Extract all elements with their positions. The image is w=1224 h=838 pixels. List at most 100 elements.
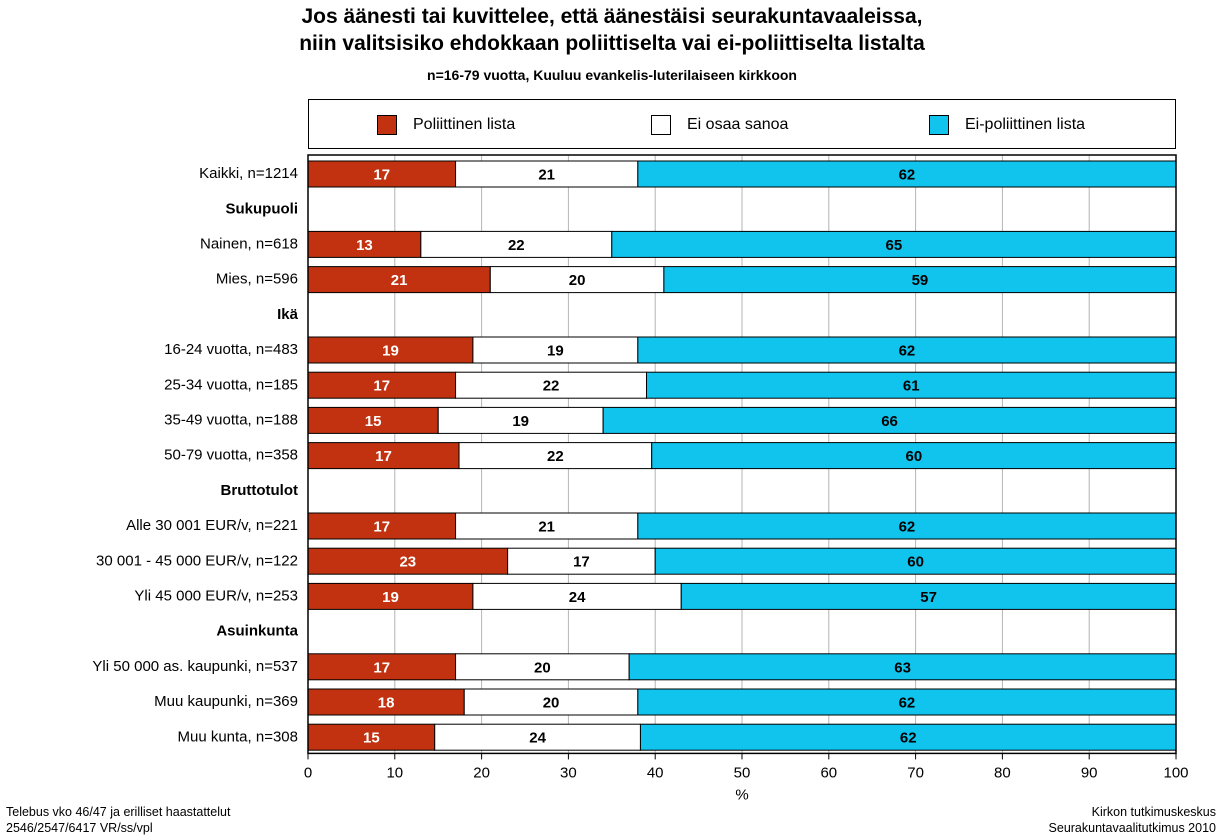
category-label: Muu kaupunki, n=369: [154, 693, 298, 710]
bar-segment: [307, 230, 422, 258]
data-label: 15: [365, 413, 382, 430]
data-label: 62: [900, 730, 917, 747]
data-label: 22: [547, 448, 564, 465]
category-label: Mies, n=596: [216, 271, 298, 288]
group-header-label: Ikä: [277, 306, 299, 323]
data-label: 18: [378, 695, 395, 712]
bar-segment: [463, 688, 639, 716]
legend-item-ei-osaa: Ei osaa sanoa: [651, 114, 788, 136]
category-label: 35-49 vuotta, n=188: [164, 412, 298, 429]
footer-source: Telebus vko 46/47 ja erilliset haastatte…: [6, 804, 230, 836]
bar-segment: [455, 160, 639, 188]
data-label: 24: [529, 730, 546, 747]
data-label: 60: [906, 448, 923, 465]
bar-segment: [307, 336, 474, 364]
data-label: 63: [894, 659, 911, 676]
x-tick-label: 70: [907, 764, 924, 781]
footer-source-line-1: Telebus vko 46/47 ja erilliset haastatte…: [6, 805, 231, 819]
x-tick-label: 50: [734, 764, 751, 781]
legend-label-poliittinen: Poliittinen lista: [413, 116, 516, 133]
legend-label-ei-poliittinen: Ei-poliittinen lista: [965, 116, 1086, 133]
bar-segment: [602, 406, 1177, 434]
category-label: Kaikki, n=1214: [199, 165, 298, 182]
bar-segment: [434, 723, 641, 751]
data-label: 21: [391, 272, 408, 289]
x-axis-label: %: [735, 786, 748, 803]
data-label: 17: [373, 659, 390, 676]
data-label: 66: [881, 413, 898, 430]
data-label: 61: [903, 378, 920, 395]
x-tick-label: 10: [386, 764, 403, 781]
bar-segment: [307, 512, 457, 540]
x-tick-label: 20: [473, 764, 490, 781]
bar-segment: [472, 582, 682, 610]
bar-segment: [307, 442, 460, 470]
data-label: 17: [373, 167, 390, 184]
group-header-label: Sukupuoli: [226, 200, 299, 217]
bar-segment: [611, 230, 1177, 258]
data-label: 15: [363, 730, 380, 747]
bar-segment: [307, 406, 439, 434]
x-tick-label: 80: [994, 764, 1011, 781]
data-label: 23: [399, 554, 416, 571]
bar-segment: [307, 582, 474, 610]
chart-subtitle: n=16-79 vuotta, Kuuluu evankelis-luteril…: [427, 67, 797, 83]
legend-label-ei-osaa: Ei osaa sanoa: [687, 116, 789, 133]
chart-title-line-2: niin valitsisiko ehdokkaan poliittiselta…: [299, 32, 925, 55]
chart-legend: Poliittinen lista Ei osaa sanoa Ei-polii…: [308, 99, 1176, 149]
footer-credit-line-1: Kirkon tutkimuskeskus: [1091, 805, 1216, 819]
data-label: 17: [375, 448, 392, 465]
legend-item-ei-poliittinen: Ei-poliittinen lista: [929, 114, 1085, 136]
bar-segment: [472, 336, 639, 364]
bar-segment: [307, 371, 457, 399]
data-label: 19: [382, 343, 399, 360]
category-label: 30 001 - 45 000 EUR/v, n=122: [96, 552, 298, 569]
data-label: 65: [886, 237, 903, 254]
data-label: 62: [899, 167, 916, 184]
data-label: 62: [899, 695, 916, 712]
data-label: 20: [569, 272, 586, 289]
legend-item-poliittinen: Poliittinen lista: [377, 114, 515, 136]
category-label: 50-79 vuotta, n=358: [164, 447, 298, 464]
x-tick-label: 30: [560, 764, 577, 781]
category-label: Nainen, n=618: [200, 236, 298, 253]
group-header-label: Bruttotulot: [221, 482, 298, 499]
data-label: 17: [373, 519, 390, 536]
data-label: 22: [508, 237, 525, 254]
footer-credit-line-2: Seurakuntavaalitutkimus 2010: [1048, 821, 1216, 835]
data-label: 13: [356, 237, 373, 254]
footer-credit: Kirkon tutkimuskeskus Seurakuntavaalitut…: [1049, 804, 1216, 836]
data-label: 22: [543, 378, 560, 395]
footer-source-line-2: 2546/2547/6417 VR/ss/vpl: [6, 821, 153, 835]
data-label: 19: [512, 413, 529, 430]
category-label: 25-34 vuotta, n=185: [164, 376, 298, 393]
legend-swatch-ei-poliittinen: [929, 115, 949, 135]
bar-segment: [458, 442, 653, 470]
category-label: 16-24 vuotta, n=483: [164, 341, 298, 358]
bar-segment: [307, 688, 465, 716]
bar-segment: [646, 371, 1177, 399]
x-tick-label: 90: [1081, 764, 1098, 781]
data-label: 24: [569, 589, 586, 606]
bar-segment: [307, 653, 457, 681]
category-label: Alle 30 001 EUR/v, n=221: [126, 517, 298, 534]
bar-segment: [437, 406, 604, 434]
data-label: 62: [899, 519, 916, 536]
bar-segment: [455, 653, 630, 681]
bar-segment: [307, 723, 436, 751]
data-label: 20: [543, 695, 560, 712]
bar-segment: [455, 371, 648, 399]
data-label: 21: [538, 519, 555, 536]
data-label: 57: [920, 589, 937, 606]
bar-segment: [455, 512, 639, 540]
category-label: Muu kunta, n=308: [177, 728, 298, 745]
data-label: 60: [907, 554, 924, 571]
data-label: 20: [534, 659, 551, 676]
chart-title-line-1: Jos äänesti tai kuvittelee, että äänestä…: [301, 5, 923, 28]
x-tick-label: 60: [820, 764, 837, 781]
data-label: 59: [912, 272, 929, 289]
x-tick-label: 40: [647, 764, 664, 781]
group-header-label: Asuinkunta: [216, 623, 298, 640]
legend-swatch-poliittinen: [377, 115, 397, 135]
